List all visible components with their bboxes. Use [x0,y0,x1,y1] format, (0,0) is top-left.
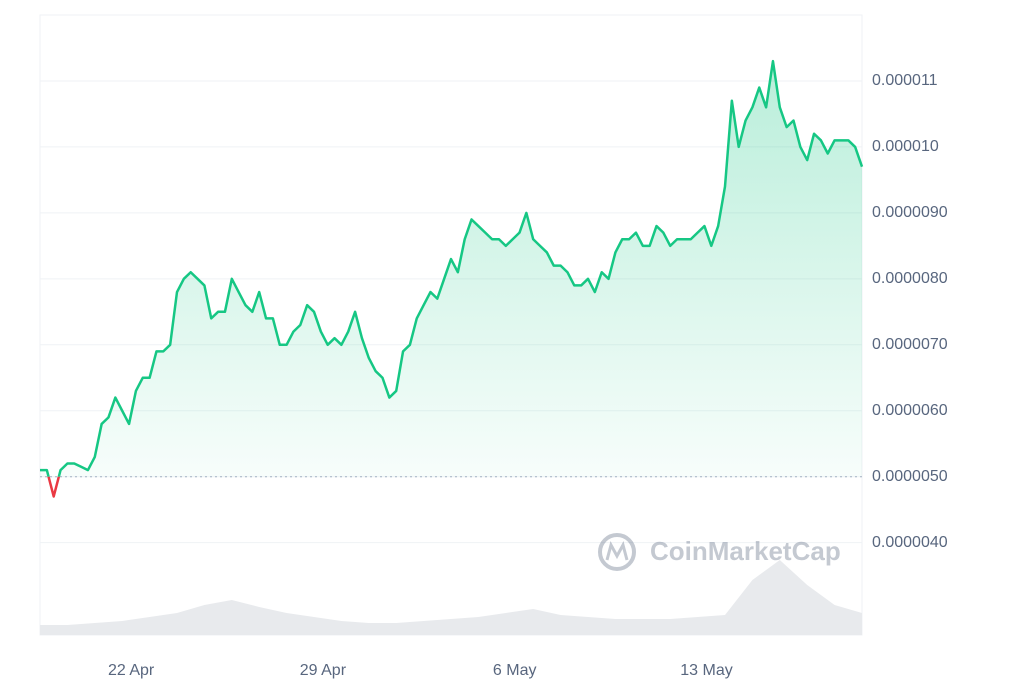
y-tick-label: 0.0000060 [872,402,948,419]
x-tick-label: 6 May [493,662,537,679]
watermark: CoinMarketCap [598,533,841,571]
y-tick-label: 0.000011 [872,72,938,89]
y-tick-label: 0.0000040 [872,534,948,551]
price-area [40,61,862,477]
x-tick-label: 22 Apr [108,662,155,679]
price-line [40,59,864,477]
y-tick-label: 0.000010 [872,138,939,155]
y-tick-label: 0.0000080 [872,270,948,287]
y-tick-label: 0.0000090 [872,204,948,221]
x-tick-label: 29 Apr [300,662,347,679]
y-tick-label: 0.0000050 [872,468,948,485]
volume-area [40,560,862,635]
watermark-text: CoinMarketCap [650,536,841,566]
x-tick-label: 13 May [680,662,732,679]
y-tick-label: 0.0000070 [872,336,948,353]
